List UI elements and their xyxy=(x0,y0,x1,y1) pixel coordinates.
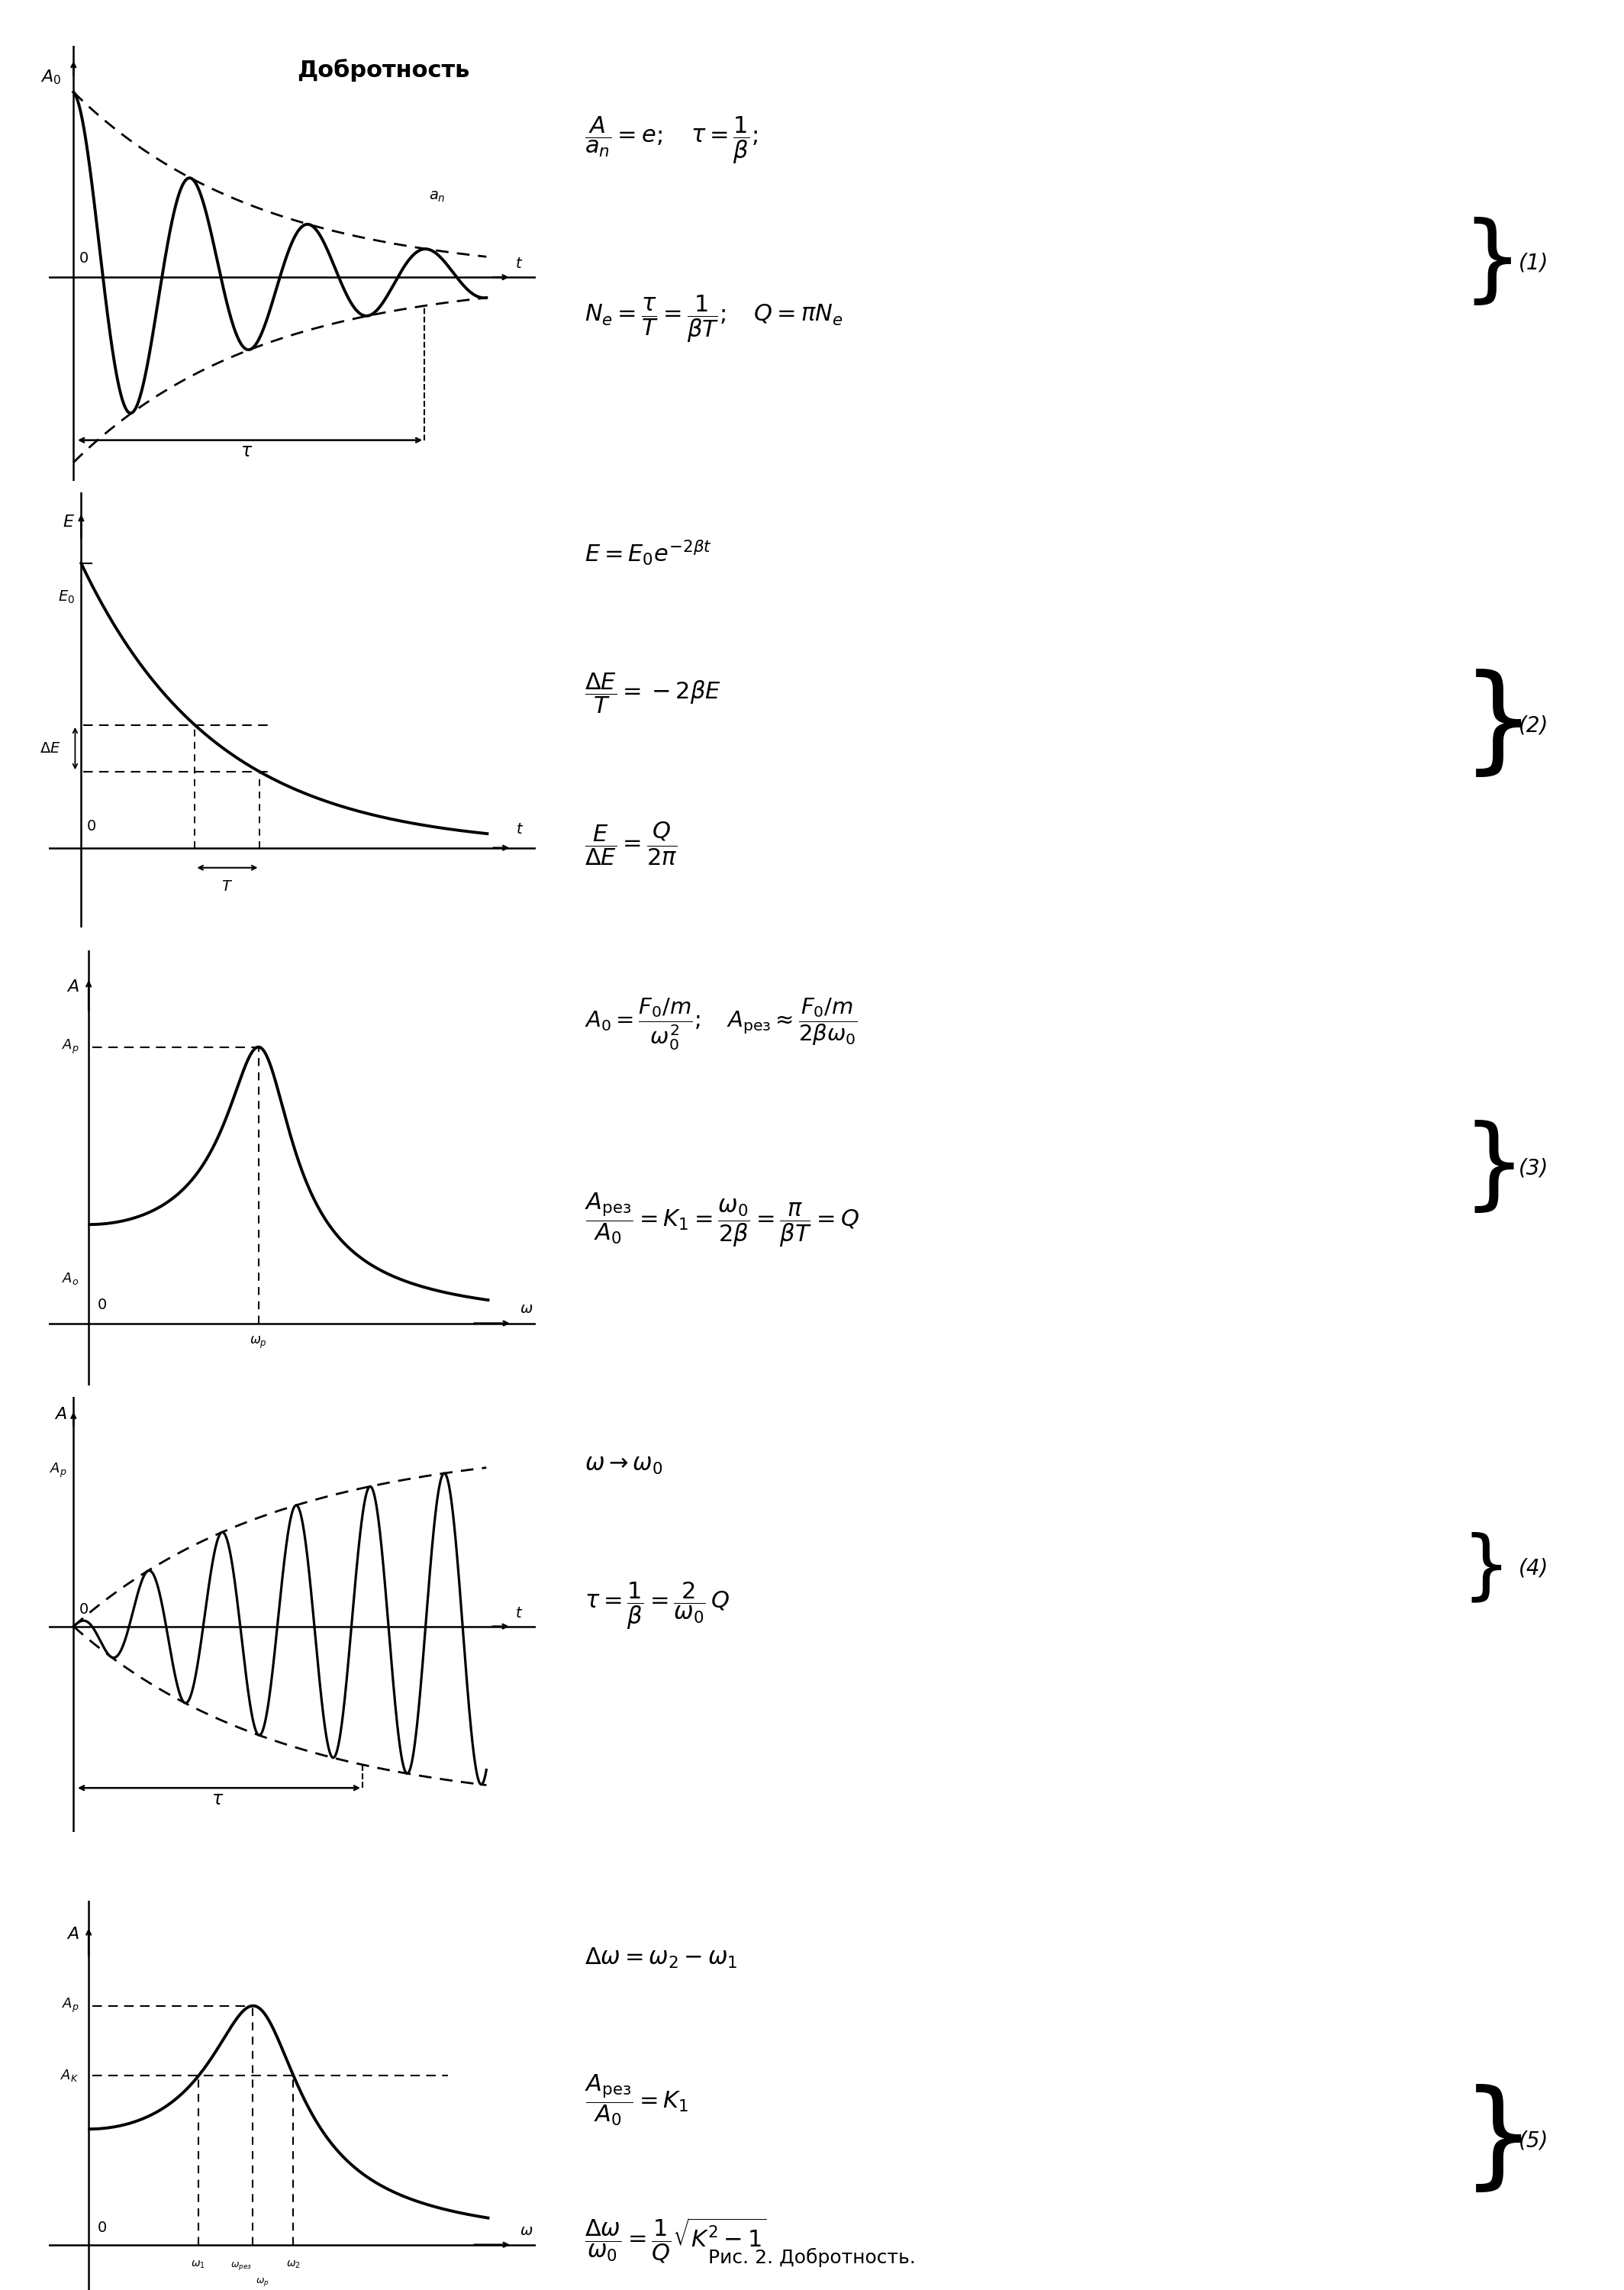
Text: (1): (1) xyxy=(1518,252,1549,275)
Text: $E = E_0 e^{-2\beta t}$: $E = E_0 e^{-2\beta t}$ xyxy=(585,538,711,568)
Text: $A_0$: $A_0$ xyxy=(41,69,62,87)
Text: $\dfrac{A_{\text{рез}}}{A_0} = K_1 = \dfrac{\omega_0}{2\beta} = \dfrac{\pi}{\bet: $\dfrac{A_{\text{рез}}}{A_0} = K_1 = \df… xyxy=(585,1191,859,1248)
Text: $0$: $0$ xyxy=(86,820,96,834)
Text: $\omega$: $\omega$ xyxy=(520,2224,533,2237)
Text: $\Delta\omega = \omega_2 - \omega_1$: $\Delta\omega = \omega_2 - \omega_1$ xyxy=(585,1946,737,1969)
Text: $0$: $0$ xyxy=(97,1298,107,1312)
Text: $N_e = \dfrac{\tau}{T} = \dfrac{1}{\beta T};\quad Q = \pi N_e$: $N_e = \dfrac{\tau}{T} = \dfrac{1}{\beta… xyxy=(585,293,843,344)
Text: }: } xyxy=(1462,2084,1536,2198)
Text: $a_n$: $a_n$ xyxy=(429,190,445,204)
Text: $A$: $A$ xyxy=(67,980,80,994)
Text: }: } xyxy=(1462,1532,1510,1605)
Text: $\tau$: $\tau$ xyxy=(211,1791,224,1809)
Text: $A_o$: $A_o$ xyxy=(62,1271,80,1287)
Text: $\tau = \dfrac{1}{\beta} = \dfrac{2}{\omega_0}\, Q$: $\tau = \dfrac{1}{\beta} = \dfrac{2}{\om… xyxy=(585,1580,729,1630)
Text: Добротность: Добротность xyxy=(297,60,469,82)
Text: $t$: $t$ xyxy=(515,256,523,270)
Text: $A_0 = \dfrac{F_0/m}{\omega_0^2};\quad A_{\text{рез}} \approx \dfrac{F_0/m}{2\be: $A_0 = \dfrac{F_0/m}{\omega_0^2};\quad A… xyxy=(585,996,857,1051)
Text: $\dfrac{A_{\text{рез}}}{A_0} = K_1$: $\dfrac{A_{\text{рез}}}{A_0} = K_1$ xyxy=(585,2072,689,2127)
Text: $\omega_p$: $\omega_p$ xyxy=(257,2276,270,2288)
Text: $E$: $E$ xyxy=(63,515,75,529)
Text: $0$: $0$ xyxy=(97,2221,107,2235)
Text: (2): (2) xyxy=(1518,714,1549,737)
Text: $A_p$: $A_p$ xyxy=(50,1461,67,1479)
Text: $t$: $t$ xyxy=(515,822,523,836)
Text: $\dfrac{E}{\Delta E} = \dfrac{Q}{2\pi}$: $\dfrac{E}{\Delta E} = \dfrac{Q}{2\pi}$ xyxy=(585,820,677,868)
Text: $A$: $A$ xyxy=(55,1406,67,1422)
Text: $\omega_{рез}$: $\omega_{рез}$ xyxy=(231,2260,252,2272)
Text: $\Delta E$: $\Delta E$ xyxy=(41,742,60,756)
Text: $\omega_p$: $\omega_p$ xyxy=(250,1335,268,1351)
Text: $\dfrac{A}{a_n} = e;\quad \tau = \dfrac{1}{\beta};$: $\dfrac{A}{a_n} = e;\quad \tau = \dfrac{… xyxy=(585,114,758,165)
Text: $T$: $T$ xyxy=(221,879,234,893)
Text: }: } xyxy=(1462,218,1522,309)
Text: $0$: $0$ xyxy=(78,252,88,266)
Text: }: } xyxy=(1462,1120,1525,1216)
Text: $A_p$: $A_p$ xyxy=(62,1997,80,2015)
Text: $\omega_1$: $\omega_1$ xyxy=(192,2260,206,2269)
Text: (4): (4) xyxy=(1518,1557,1549,1580)
Text: (3): (3) xyxy=(1518,1156,1549,1179)
Text: $\omega$: $\omega$ xyxy=(520,1301,533,1317)
Text: (5): (5) xyxy=(1518,2130,1549,2153)
Text: Рис. 2. Добротность.: Рис. 2. Добротность. xyxy=(708,2249,916,2267)
Text: $t$: $t$ xyxy=(515,1605,523,1621)
Text: $\tau$: $\tau$ xyxy=(240,442,253,460)
Text: $\dfrac{\Delta E}{T} = -2\beta E$: $\dfrac{\Delta E}{T} = -2\beta E$ xyxy=(585,671,721,714)
Text: $A$: $A$ xyxy=(67,1926,80,1942)
Text: }: } xyxy=(1462,669,1536,783)
Text: $0$: $0$ xyxy=(78,1603,88,1617)
Text: $\omega_2$: $\omega_2$ xyxy=(286,2260,300,2269)
Text: $A_p$: $A_p$ xyxy=(62,1037,80,1056)
Text: $\dfrac{\Delta\omega}{\omega_0} = \dfrac{1}{Q}\sqrt{K^2 - 1}$: $\dfrac{\Delta\omega}{\omega_0} = \dfrac… xyxy=(585,2217,767,2265)
Text: $A_K$: $A_K$ xyxy=(60,2068,80,2084)
Text: $E_0$: $E_0$ xyxy=(58,589,75,605)
Text: $\omega \to \omega_0$: $\omega \to \omega_0$ xyxy=(585,1454,663,1477)
